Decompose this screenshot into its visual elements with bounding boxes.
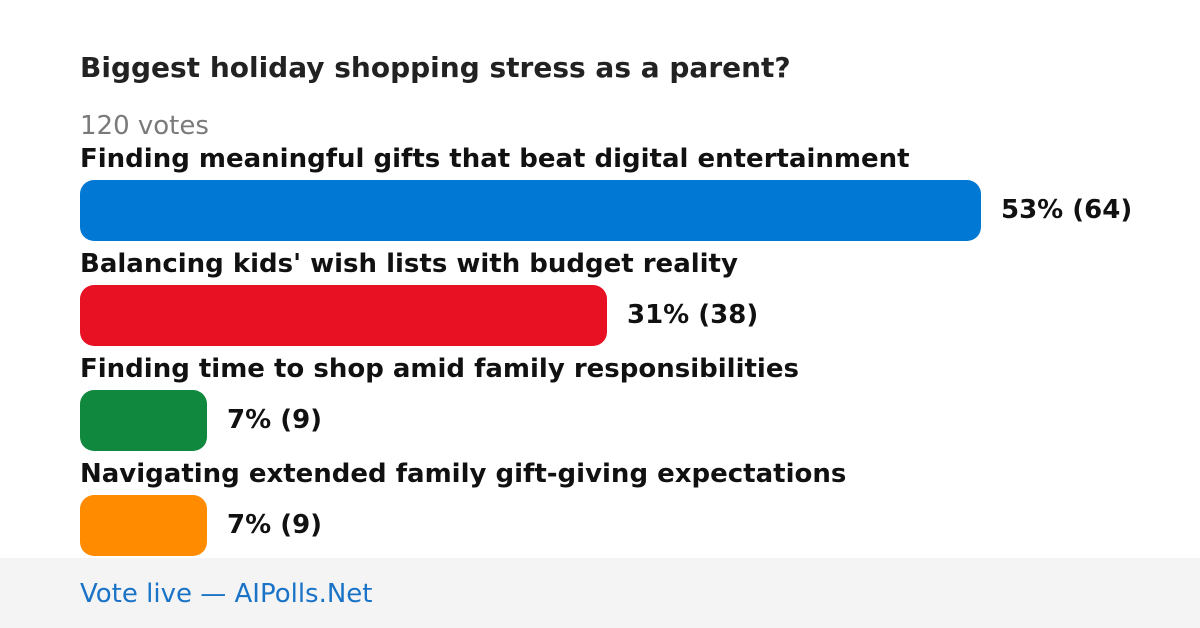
option-bar-4[interactable] bbox=[80, 495, 207, 556]
option-value-2: 31% (38) bbox=[627, 300, 759, 330]
option-label-3: Finding time to shop amid family respons… bbox=[80, 354, 799, 384]
vote-live-link[interactable]: Vote live — AIPolls.Net bbox=[80, 579, 373, 609]
poll-title: Biggest holiday shopping stress as a par… bbox=[80, 51, 791, 84]
option-bar-2[interactable] bbox=[80, 285, 607, 346]
option-value-3: 7% (9) bbox=[227, 405, 323, 435]
poll-options-chart: Finding meaningful gifts that beat digit… bbox=[80, 144, 1133, 556]
option-value-4: 7% (9) bbox=[227, 510, 323, 540]
option-value-1: 53% (64) bbox=[1001, 195, 1133, 225]
option-bar-1[interactable] bbox=[80, 180, 981, 241]
option-bar-3[interactable] bbox=[80, 390, 207, 451]
option-label-2: Balancing kids' wish lists with budget r… bbox=[80, 249, 738, 279]
vote-count: 120 votes bbox=[80, 111, 209, 141]
option-label-1: Finding meaningful gifts that beat digit… bbox=[80, 144, 910, 174]
footer: Vote live — AIPolls.Net bbox=[0, 558, 1200, 628]
option-label-4: Navigating extended family gift-giving e… bbox=[80, 459, 847, 489]
